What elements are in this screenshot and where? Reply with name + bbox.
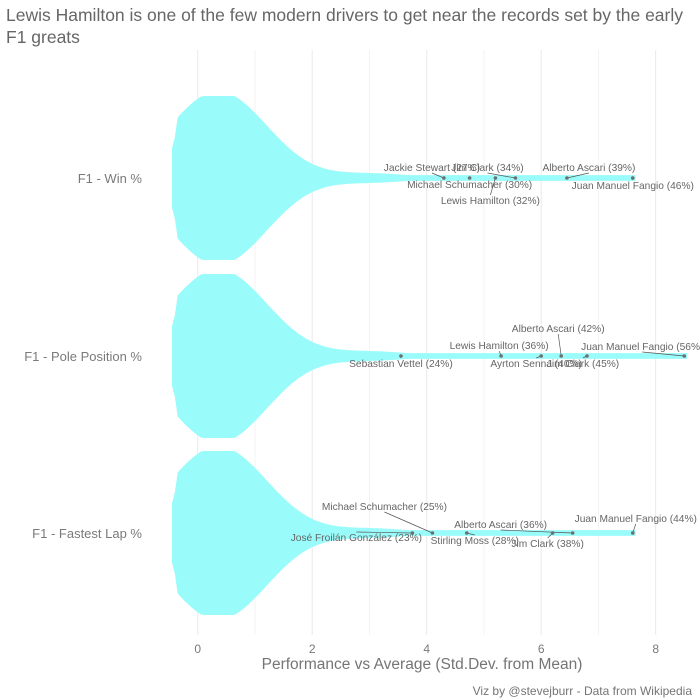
label-leader-line: [384, 511, 433, 534]
driver-label: Juan Manuel Fangio (44%): [575, 514, 697, 525]
label-layer: Jackie Stewart (27%) Michael Schumacher (…: [291, 163, 700, 550]
driver-point: [585, 354, 589, 358]
driver-point: [565, 176, 569, 180]
driver-label: Juan Manuel Fangio (46%): [572, 181, 694, 192]
label-leader-line: [490, 177, 496, 196]
driver-point: [550, 531, 555, 535]
driver-point: [442, 176, 446, 180]
driver-label: Michael Schumacher (30%): [407, 180, 532, 191]
driver-point: [539, 354, 543, 358]
label-leader-line: [642, 351, 685, 357]
label-leader-line: [431, 172, 445, 179]
driver-label: Michael Schumacher (25%): [322, 502, 447, 513]
driver-point: [410, 531, 415, 535]
driver-point: [513, 176, 518, 180]
x-tick-label: 6: [538, 642, 545, 656]
driver-label: Lewis Hamilton (36%): [450, 341, 549, 352]
axis-layer: 0 2 4 6 8 F1 - Win % F1 - Pole Position % F1 - …: [24, 171, 659, 656]
label-leader-line: [356, 531, 413, 534]
y-category-label: F1 - Fastest Lap %: [32, 526, 142, 541]
driver-label: Jim Clark (45%): [547, 359, 619, 370]
x-axis-title: Performance vs Average (Std.Dev. from Me…: [261, 656, 583, 673]
violin-shape: [172, 274, 688, 438]
driver-label: Lewis Hamilton (32%): [441, 196, 540, 207]
driver-label: Juan Manuel Fangio (56%): [581, 342, 700, 353]
driver-point: [630, 176, 635, 180]
driver-label: Ayrton Senna (40%): [490, 359, 582, 370]
x-tick-label: 2: [309, 642, 316, 656]
driver-point: [430, 531, 435, 535]
caption: Viz by @stevejburr - Data from Wikipedia: [472, 684, 692, 698]
y-category-label: F1 - Pole Position %: [24, 349, 142, 364]
leader-layer: [356, 172, 685, 539]
driver-label: Alberto Ascari (36%): [454, 520, 547, 531]
label-leader-line: [557, 333, 562, 357]
driver-label: José Froilán González (23%): [291, 533, 422, 544]
y-category-label: F1 - Win %: [78, 171, 143, 186]
driver-point: [630, 531, 635, 535]
driver-label: Alberto Ascari (39%): [543, 163, 636, 174]
driver-point: [499, 354, 503, 358]
driver-point: [464, 531, 469, 535]
driver-point: [467, 176, 472, 180]
driver-point: [493, 176, 498, 180]
violin-shape: [172, 96, 636, 260]
x-tick-label: 8: [652, 642, 659, 656]
driver-label: Stirling Moss (28%): [431, 536, 519, 547]
driver-point: [570, 531, 575, 535]
driver-point: [559, 354, 564, 358]
driver-point: [682, 354, 687, 358]
label-leader-line: [500, 529, 573, 534]
label-leader-line: [487, 172, 516, 179]
driver-label: Sebastian Vettel (24%): [349, 359, 453, 370]
point-layer: [399, 176, 687, 535]
chart-title: Lewis Hamilton is one of the few modern …: [6, 5, 683, 47]
driver-point: [399, 354, 403, 358]
driver-label: Jim Clark (38%): [511, 539, 583, 550]
driver-label: Alberto Ascari (42%): [512, 324, 605, 335]
x-tick-label: 0: [194, 642, 201, 656]
x-tick-label: 4: [423, 642, 430, 656]
driver-label: Jackie Stewart (27%): [384, 163, 480, 174]
label-leader-line: [566, 172, 590, 179]
driver-label: Jim Clark (34%): [451, 163, 523, 174]
